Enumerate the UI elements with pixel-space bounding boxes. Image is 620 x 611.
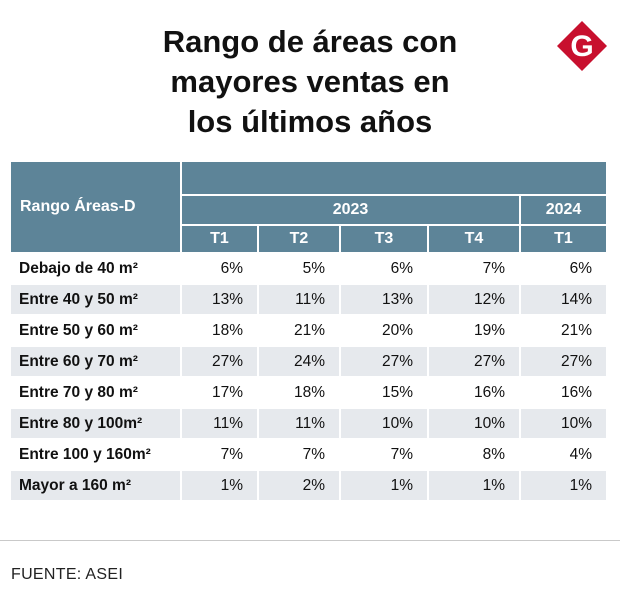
value-cell: 1%	[427, 469, 519, 500]
table-row: Entre 50 y 60 m² 18% 21% 20% 19% 21%	[11, 314, 606, 345]
value-cell: 27%	[427, 345, 519, 376]
row-label: Mayor a 160 m²	[11, 469, 180, 500]
logo-letter: G	[570, 30, 593, 63]
value-cell: 4%	[519, 438, 606, 469]
logo-diamond	[557, 21, 607, 71]
value-cell: 27%	[180, 345, 257, 376]
header-top-band	[180, 162, 606, 194]
value-cell: 11%	[257, 283, 339, 314]
table-row: Entre 70 y 80 m² 17% 18% 15% 16% 16%	[11, 376, 606, 407]
table-row: Mayor a 160 m² 1% 2% 1% 1% 1%	[11, 469, 606, 500]
value-cell: 6%	[339, 252, 427, 283]
chart-title: Rango de áreas con mayores ventas en los…	[0, 22, 620, 142]
value-cell: 7%	[180, 438, 257, 469]
quarter-header: T2	[257, 224, 339, 252]
row-label: Entre 70 y 80 m²	[11, 376, 180, 407]
value-cell: 21%	[257, 314, 339, 345]
value-cell: 7%	[257, 438, 339, 469]
value-cell: 7%	[339, 438, 427, 469]
value-cell: 1%	[519, 469, 606, 500]
value-cell: 12%	[427, 283, 519, 314]
value-cell: 10%	[339, 407, 427, 438]
quarter-header: T3	[339, 224, 427, 252]
table-row: Entre 40 y 50 m² 13% 11% 13% 12% 14%	[11, 283, 606, 314]
value-cell: 6%	[519, 252, 606, 283]
value-cell: 16%	[427, 376, 519, 407]
value-cell: 10%	[427, 407, 519, 438]
row-label: Entre 50 y 60 m²	[11, 314, 180, 345]
value-cell: 17%	[180, 376, 257, 407]
source-note: FUENTE: ASEI	[11, 566, 124, 583]
value-cell: 10%	[519, 407, 606, 438]
value-cell: 13%	[339, 283, 427, 314]
value-cell: 14%	[519, 283, 606, 314]
value-cell: 11%	[257, 407, 339, 438]
value-cell: 18%	[180, 314, 257, 345]
value-cell: 11%	[180, 407, 257, 438]
value-cell: 16%	[519, 376, 606, 407]
value-cell: 7%	[427, 252, 519, 283]
year-header-2024: 2024	[519, 194, 606, 224]
quarter-header: T1	[519, 224, 606, 252]
title-line-3: los últimos años	[187, 104, 433, 139]
table-row: Entre 80 y 100m² 11% 11% 10% 10% 10%	[11, 407, 606, 438]
value-cell: 8%	[427, 438, 519, 469]
value-cell: 27%	[339, 345, 427, 376]
table-row: Entre 100 y 160m² 7% 7% 7% 8% 4%	[11, 438, 606, 469]
year-header-2023: 2023	[180, 194, 519, 224]
value-cell: 15%	[339, 376, 427, 407]
value-cell: 21%	[519, 314, 606, 345]
row-header-label: Rango Áreas-D	[11, 162, 180, 252]
value-cell: 6%	[180, 252, 257, 283]
value-cell: 13%	[180, 283, 257, 314]
value-cell: 2%	[257, 469, 339, 500]
title-line-2: mayores ventas en	[170, 64, 450, 99]
value-cell: 1%	[180, 469, 257, 500]
value-cell: 18%	[257, 376, 339, 407]
value-cell: 5%	[257, 252, 339, 283]
value-cell: 1%	[339, 469, 427, 500]
value-cell: 24%	[257, 345, 339, 376]
quarter-header: T1	[180, 224, 257, 252]
row-label: Entre 100 y 160m²	[11, 438, 180, 469]
table-row: Entre 60 y 70 m² 27% 24% 27% 27% 27%	[11, 345, 606, 376]
row-label: Debajo de 40 m²	[11, 252, 180, 283]
row-label: Entre 80 y 100m²	[11, 407, 180, 438]
value-cell: 27%	[519, 345, 606, 376]
row-label: Entre 60 y 70 m²	[11, 345, 180, 376]
gestion-logo-icon: G	[557, 21, 607, 71]
value-cell: 20%	[339, 314, 427, 345]
value-cell: 19%	[427, 314, 519, 345]
table-row: Debajo de 40 m² 6% 5% 6% 7% 6%	[11, 252, 606, 283]
row-label: Entre 40 y 50 m²	[11, 283, 180, 314]
quarter-header: T4	[427, 224, 519, 252]
footer-divider	[0, 540, 620, 541]
data-table: Rango Áreas-D 2023 2024 T1 T2 T3 T4 T1 D…	[11, 162, 606, 500]
title-line-1: Rango de áreas con	[162, 24, 458, 59]
